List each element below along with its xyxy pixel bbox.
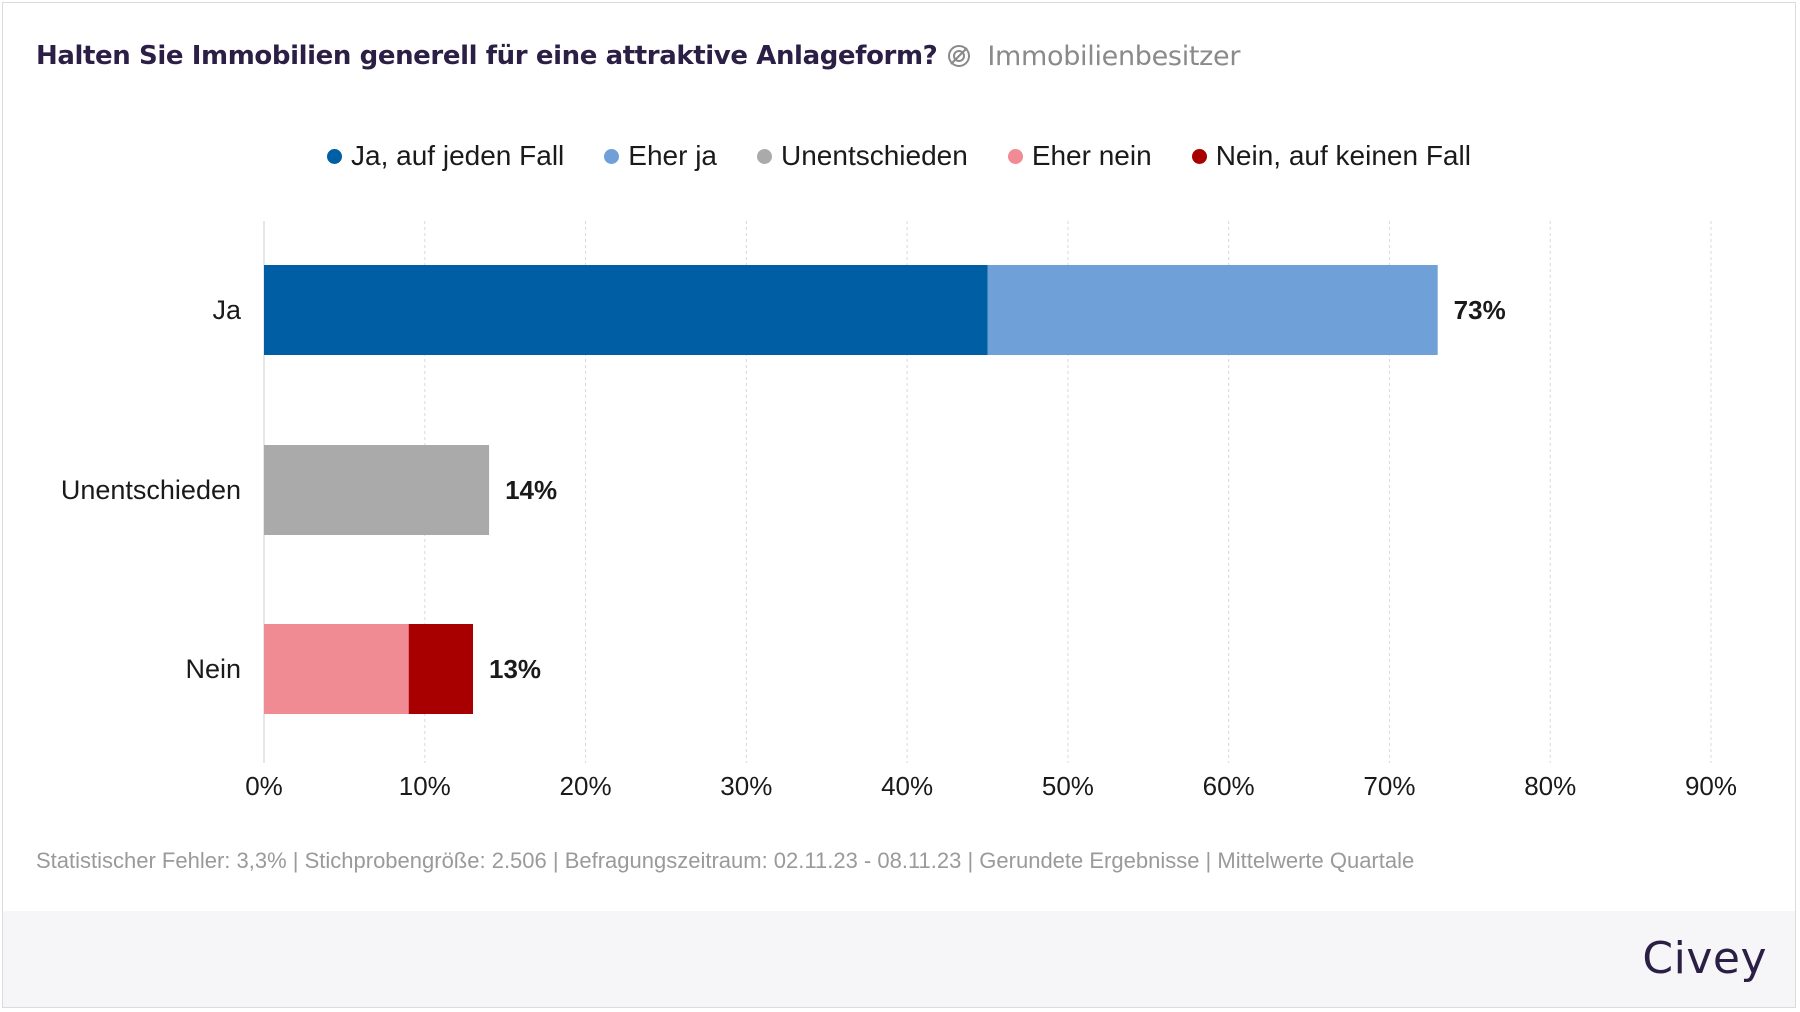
x-tick-label: 30% [720,771,772,801]
x-tick-label: 90% [1685,771,1737,801]
legend-item[interactable]: Eher ja [604,140,717,172]
category-label: Ja [212,295,242,325]
footer-bar: Civey [3,911,1795,1007]
legend-label: Nein, auf keinen Fall [1215,140,1471,171]
legend-item[interactable]: Unentschieden [757,140,968,172]
chart-title: Halten Sie Immobilien generell für eine … [36,41,938,71]
x-tick-label: 80% [1524,771,1576,801]
category-label: Nein [185,654,241,684]
legend-label: Ja, auf jeden Fall [351,140,565,171]
legend: Ja, auf jeden Fall Eher ja Unentschieden… [3,136,1795,176]
labels: 0% 10% 20% 30% 40% 50% 60% 70% 80% 90% Ja Unentschi… [61,295,1737,801]
x-tick-label: 0% [245,771,283,801]
bar-segment [264,624,409,714]
title-row: Halten Sie Immobilien generell für eine … [36,36,1240,76]
panel-label[interactable]: Immobilienbesitzer [987,40,1241,72]
legend-label: Eher nein [1031,140,1152,171]
x-tick-label: 20% [560,771,612,801]
bar-segment [987,265,1438,355]
legend-label: Eher ja [628,140,717,171]
total-label: 73% [1454,295,1506,325]
legend-swatch [327,148,343,164]
legend-swatch [757,148,772,164]
legend-swatch [604,148,620,164]
total-label: 13% [489,654,541,684]
legend-swatch [1007,148,1023,164]
legend-item[interactable]: Nein, auf keinen Fall [1191,140,1471,172]
x-tick-label: 70% [1363,771,1415,801]
total-label: 14% [505,475,557,505]
legend-item[interactable]: Eher nein [1007,140,1152,172]
legend-label: Unentschieden [781,140,968,171]
bar-segment [264,265,988,355]
legend-swatch [1191,148,1207,164]
x-tick-label: 40% [881,771,933,801]
bar-segment [264,445,490,535]
x-tick-label: 10% [399,771,451,801]
bars [264,265,1438,714]
footer-note: Statistischer Fehler: 3,3% | Stichproben… [36,848,1415,873]
legend-item[interactable]: Ja, auf jeden Fall [327,140,564,172]
brand-logo[interactable]: Civey [1642,933,1767,984]
bar-chart: 0% 10% 20% 30% 40% 50% 60% 70% 80% 90% Ja Unentschi… [61,221,1737,801]
x-tick-label: 60% [1203,771,1255,801]
category-label: Unentschieden [61,475,241,505]
panel-filter-icon[interactable] [945,42,973,70]
bar-segment [408,624,474,714]
x-tick-label: 50% [1042,771,1094,801]
